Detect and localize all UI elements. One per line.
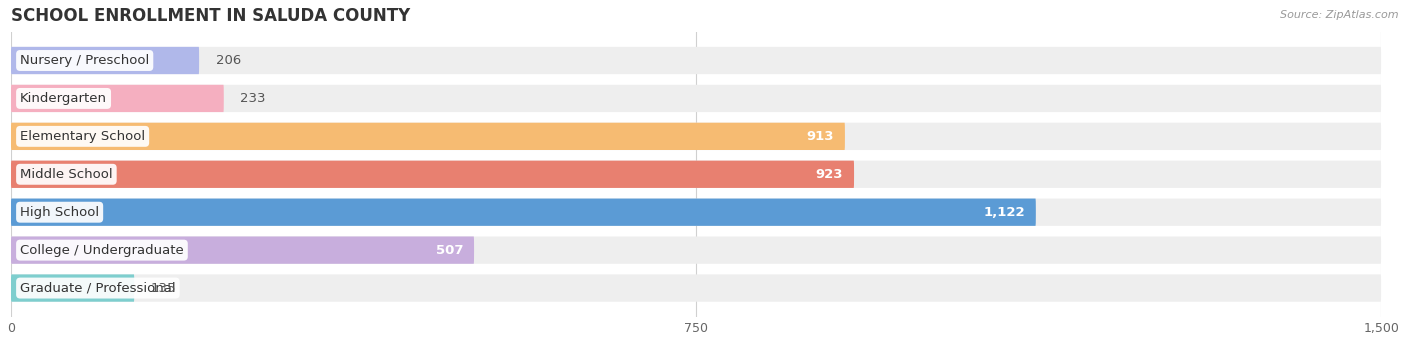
FancyBboxPatch shape xyxy=(11,85,1381,112)
Text: 507: 507 xyxy=(436,244,463,256)
FancyBboxPatch shape xyxy=(11,236,474,264)
Text: SCHOOL ENROLLMENT IN SALUDA COUNTY: SCHOOL ENROLLMENT IN SALUDA COUNTY xyxy=(11,7,411,25)
Text: 923: 923 xyxy=(815,168,844,181)
FancyBboxPatch shape xyxy=(11,161,853,188)
Text: 135: 135 xyxy=(150,281,176,294)
Text: Kindergarten: Kindergarten xyxy=(20,92,107,105)
FancyBboxPatch shape xyxy=(11,274,134,302)
Text: 1,122: 1,122 xyxy=(983,206,1025,219)
Text: Elementary School: Elementary School xyxy=(20,130,145,143)
FancyBboxPatch shape xyxy=(11,199,1381,226)
FancyBboxPatch shape xyxy=(11,47,200,74)
FancyBboxPatch shape xyxy=(11,236,1381,264)
Text: Nursery / Preschool: Nursery / Preschool xyxy=(20,54,149,67)
Text: 233: 233 xyxy=(240,92,266,105)
FancyBboxPatch shape xyxy=(11,123,845,150)
Text: 206: 206 xyxy=(215,54,240,67)
FancyBboxPatch shape xyxy=(11,123,1381,150)
Text: 913: 913 xyxy=(807,130,834,143)
Text: Middle School: Middle School xyxy=(20,168,112,181)
FancyBboxPatch shape xyxy=(11,85,224,112)
Text: College / Undergraduate: College / Undergraduate xyxy=(20,244,184,256)
Text: Graduate / Professional: Graduate / Professional xyxy=(20,281,176,294)
FancyBboxPatch shape xyxy=(11,199,1036,226)
Text: High School: High School xyxy=(20,206,100,219)
FancyBboxPatch shape xyxy=(11,161,1381,188)
Text: Source: ZipAtlas.com: Source: ZipAtlas.com xyxy=(1281,10,1399,20)
FancyBboxPatch shape xyxy=(11,47,1381,74)
FancyBboxPatch shape xyxy=(11,274,1381,302)
